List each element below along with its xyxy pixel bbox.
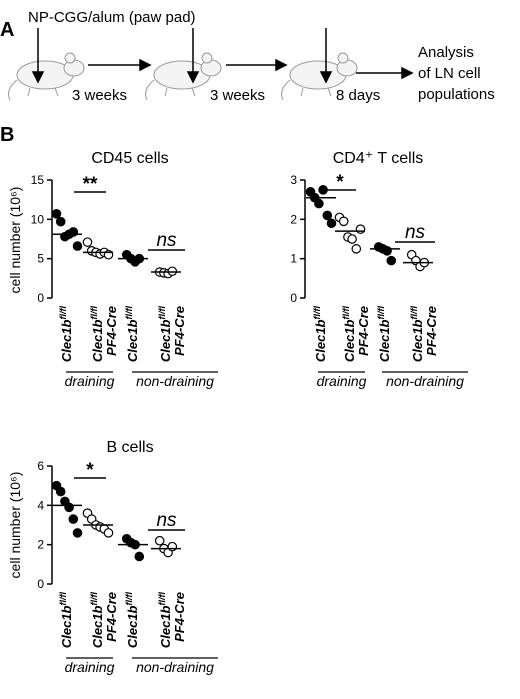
- immunization-label: NP-CGG/alum (paw pad): [28, 9, 196, 26]
- significance-label: ns: [156, 510, 177, 531]
- genotype-cre-label: PF4-Cre: [172, 306, 187, 356]
- analysis-line-2: of LN cell: [418, 65, 481, 82]
- y-tick-label: 1: [290, 252, 297, 266]
- data-point: [55, 486, 66, 497]
- group-label: draining: [65, 659, 115, 675]
- timeline-arrows: [88, 58, 414, 80]
- data-point: [64, 502, 74, 513]
- y-axis-label: cell number (10⁶): [7, 472, 23, 579]
- group-label: non-draining: [386, 373, 464, 389]
- genotype-label: Clec1bfl/fl: [157, 592, 173, 649]
- y-tick-label: 4: [37, 498, 44, 512]
- genotype-cre-label: PF4-Cre: [104, 306, 119, 356]
- y-axis-label: cell number (10⁶): [7, 187, 23, 294]
- chart-title: CD4⁺ T cells: [333, 150, 424, 167]
- y-tick-label: 0: [37, 291, 44, 305]
- chart-3: B cells 0 2 4 6 cell number (10⁶) * ns Clec1bfl/…: [7, 439, 218, 675]
- significance-label: ns: [405, 222, 426, 243]
- genotype-label: Clec1bfl/fl: [124, 306, 140, 363]
- genotype-label: Clec1bfl/fl: [376, 306, 392, 363]
- group-label: draining: [317, 373, 367, 389]
- group-label: non-draining: [136, 373, 214, 389]
- group-label: non-draining: [136, 659, 214, 675]
- significance-label: *: [336, 172, 344, 193]
- data-point: [347, 234, 357, 244]
- data-point: [72, 241, 83, 251]
- y-tick-label: 5: [37, 252, 44, 266]
- data-point: [322, 210, 333, 221]
- genotype-cre-label: PF4-Cre: [424, 306, 439, 356]
- interval-1-label: 3 weeks: [72, 87, 127, 104]
- genotype-label: Clec1bfl/fl: [409, 306, 425, 363]
- data-point: [103, 528, 114, 538]
- chart-title: B cells: [106, 439, 153, 456]
- significance-label: **: [83, 174, 98, 195]
- data-point: [314, 198, 324, 209]
- genotype-label: Clec1bfl/fl: [58, 592, 74, 649]
- genotype-label: Clec1bfl/fl: [124, 592, 140, 649]
- y-tick-label: 2: [37, 538, 44, 552]
- mouse-2-icon: [145, 52, 222, 101]
- genotype-label: Clec1bfl/fl: [89, 592, 105, 649]
- genotype-label: Clec1bfl/fl: [58, 306, 74, 363]
- genotype-label: Clec1bfl/fl: [89, 306, 105, 363]
- data-point: [355, 224, 366, 234]
- group-label: draining: [65, 373, 115, 389]
- panel-a-letter: A: [0, 19, 14, 41]
- y-tick-label: 0: [37, 577, 44, 591]
- data-point: [326, 218, 337, 229]
- data-point: [55, 216, 66, 227]
- data-point: [134, 551, 145, 562]
- chart-title: CD45 cells: [91, 150, 168, 167]
- y-tick-label: 10: [31, 212, 45, 226]
- injection-arrows: [31, 28, 333, 84]
- analysis-line-1: Analysis: [418, 44, 474, 61]
- y-tick-label: 3: [290, 173, 297, 187]
- data-point: [167, 266, 178, 277]
- data-point: [351, 244, 362, 254]
- data-point: [51, 209, 62, 219]
- significance-label: ns: [156, 230, 177, 251]
- y-tick-label: 6: [37, 459, 44, 473]
- data-point: [338, 216, 349, 227]
- data-point: [68, 514, 79, 524]
- genotype-cre-label: PF4-Cre: [104, 592, 119, 642]
- interval-2-label: 3 weeks: [210, 87, 265, 104]
- genotype-label: Clec1bfl/fl: [312, 306, 328, 363]
- data-point: [154, 535, 165, 546]
- data-point: [82, 237, 93, 247]
- genotype-cre-label: PF4-Cre: [356, 306, 371, 356]
- data-point: [382, 246, 392, 256]
- data-point: [72, 528, 83, 538]
- genotype-cre-label: PF4-Cre: [172, 592, 187, 642]
- chart-1: CD45 cells 0 5 10 15 cell number (10⁶) ** ns Cle…: [7, 150, 218, 389]
- chart-2: CD4⁺ T cells 0 1 2 3 * ns Clec1bfl/fl Clec1bfl/f…: [290, 150, 468, 389]
- analysis-line-3: populations: [418, 86, 495, 103]
- significance-label: *: [86, 460, 94, 481]
- y-tick-label: 15: [31, 173, 45, 187]
- data-point: [167, 541, 178, 552]
- y-tick-label: 0: [290, 291, 297, 305]
- genotype-label: Clec1bfl/fl: [341, 306, 357, 363]
- interval-3-label: 8 days: [336, 87, 380, 104]
- mouse-3-icon: [281, 52, 358, 101]
- genotype-label: Clec1bfl/fl: [157, 306, 173, 363]
- mouse-1-icon: [8, 52, 85, 101]
- y-tick-label: 2: [290, 212, 297, 226]
- panel-b-letter: B: [0, 124, 14, 146]
- data-point: [386, 255, 397, 266]
